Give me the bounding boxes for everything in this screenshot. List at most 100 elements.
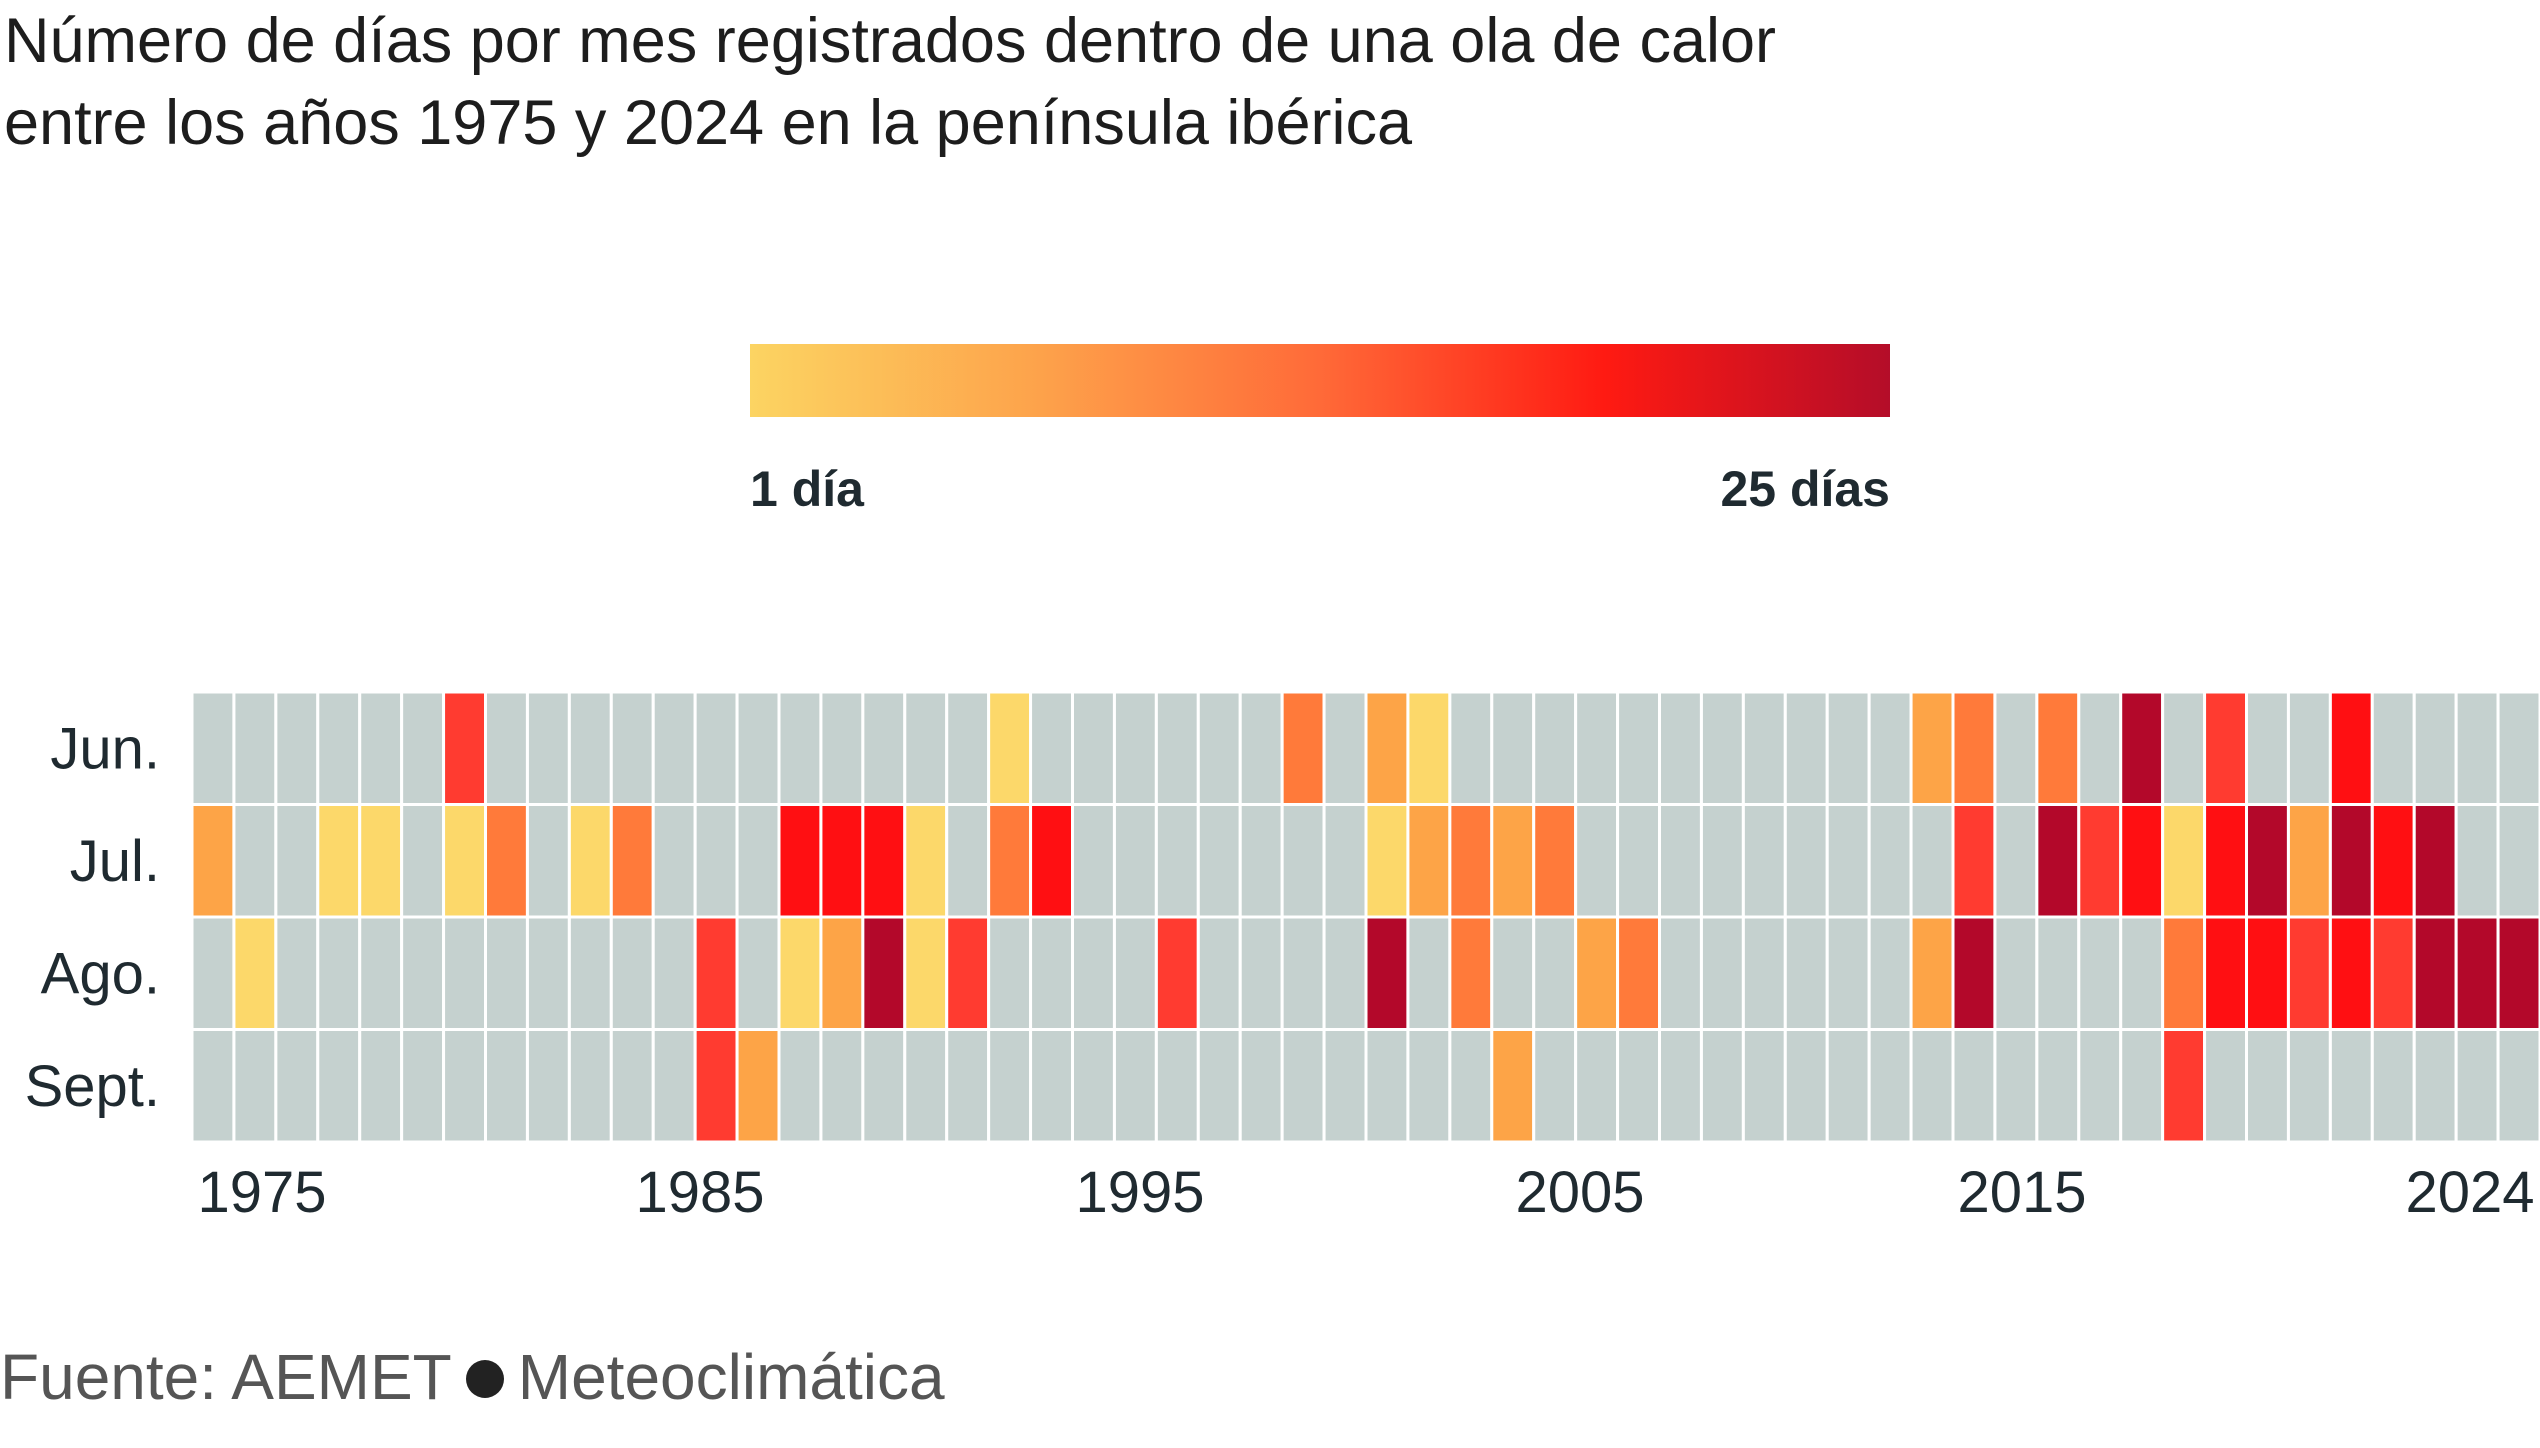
heatmap-cell bbox=[861, 803, 907, 919]
heatmap-cell bbox=[2203, 803, 2249, 919]
heatmap-cell bbox=[1112, 915, 1158, 1031]
heatmap-cell bbox=[1406, 1028, 1452, 1144]
heatmap-cell bbox=[1280, 1028, 1326, 1144]
heatmap-cell bbox=[1238, 690, 1284, 806]
heatmap-cell bbox=[1783, 915, 1829, 1031]
heatmap-cell bbox=[1112, 803, 1158, 919]
heatmap-cell bbox=[903, 690, 949, 806]
heatmap-cell bbox=[735, 1028, 781, 1144]
heatmap-cell bbox=[693, 1028, 739, 1144]
heatmap-cell bbox=[1616, 915, 1661, 1031]
heatmap-cell bbox=[358, 1028, 404, 1144]
heatmap-cell bbox=[2035, 1028, 2081, 1144]
heatmap-cell bbox=[1490, 690, 1536, 806]
heatmap-cell bbox=[1825, 1028, 1871, 1144]
heatmap-cell bbox=[903, 915, 949, 1031]
heatmap-cell bbox=[190, 1028, 236, 1144]
heatmap-cell bbox=[400, 690, 446, 806]
heatmap-cell bbox=[693, 690, 739, 806]
heatmap-cell bbox=[1154, 915, 1200, 1031]
heatmap-cell bbox=[1448, 690, 1494, 806]
heatmap-cell bbox=[1951, 915, 1997, 1031]
heatmap-cell bbox=[358, 803, 404, 919]
heatmap-cell bbox=[484, 690, 529, 806]
heatmap-cell bbox=[2370, 690, 2416, 806]
heatmap-cell bbox=[2412, 803, 2458, 919]
heatmap-cell bbox=[2119, 1028, 2165, 1144]
heatmap-cell bbox=[358, 915, 404, 1031]
heatmap-cell bbox=[1867, 803, 1913, 919]
heatmap-cell bbox=[232, 1028, 278, 1144]
heatmap-cell bbox=[1699, 915, 1745, 1031]
heatmap-cell bbox=[2077, 690, 2123, 806]
heatmap-cell bbox=[2161, 1028, 2207, 1144]
heatmap-cell bbox=[2203, 690, 2249, 806]
heatmap-cell bbox=[2245, 1028, 2290, 1144]
heatmap-cell bbox=[2203, 1028, 2249, 1144]
heatmap-cell bbox=[1951, 803, 1997, 919]
source-suffix: Meteoclimática bbox=[517, 1341, 945, 1413]
heatmap-cell bbox=[735, 803, 781, 919]
chart-title-line-1: Número de días por mes registrados dentr… bbox=[4, 6, 1776, 76]
heatmap-cell bbox=[1993, 803, 2039, 919]
heatmap-cell bbox=[903, 1028, 949, 1144]
chart-title: Número de días por mes registrados dentr… bbox=[4, 0, 2204, 164]
heatmap-cell bbox=[1658, 803, 1703, 919]
heatmap-cell bbox=[1616, 690, 1661, 806]
heatmap-cell bbox=[1699, 803, 1745, 919]
heatmap-cell bbox=[1238, 803, 1284, 919]
heatmap-cell bbox=[1741, 803, 1787, 919]
heatmap-cell bbox=[945, 915, 991, 1031]
heatmap-cell bbox=[1532, 690, 1578, 806]
heatmap-cell bbox=[1741, 915, 1787, 1031]
heatmap-cell bbox=[1322, 690, 1368, 806]
heatmap-cell bbox=[2328, 690, 2374, 806]
heatmap-cell bbox=[609, 690, 655, 806]
heatmap-cell bbox=[1783, 690, 1829, 806]
heatmap-cell bbox=[1825, 690, 1871, 806]
heatmap-cell bbox=[1658, 1028, 1703, 1144]
heatmap-cell bbox=[2035, 803, 2081, 919]
year-tick-label: 1975 bbox=[197, 1160, 326, 1225]
heatmap-cell bbox=[2245, 690, 2290, 806]
heatmap-cell bbox=[1574, 1028, 1620, 1144]
heatmap-cell bbox=[861, 690, 907, 806]
month-label: Jun. bbox=[50, 716, 160, 781]
heatmap-cell bbox=[1825, 915, 1871, 1031]
heatmap-cell bbox=[1112, 690, 1158, 806]
heatmap-cell bbox=[777, 915, 823, 1031]
heatmap-cell bbox=[1322, 803, 1368, 919]
heatmap-cell bbox=[1448, 803, 1494, 919]
heatmap-cell bbox=[2077, 915, 2123, 1031]
heatmap-cell bbox=[1196, 690, 1242, 806]
heatmap-cell bbox=[1574, 915, 1620, 1031]
heatmap-cell bbox=[2370, 1028, 2416, 1144]
heatmap-cell bbox=[232, 690, 278, 806]
heatmap-cell bbox=[1029, 1028, 1074, 1144]
heatmap-cell bbox=[232, 803, 278, 919]
heatmap-cell bbox=[2286, 803, 2332, 919]
month-label: Sept. bbox=[25, 1054, 160, 1119]
heatmap-cell bbox=[484, 915, 529, 1031]
heatmap-cell bbox=[1406, 803, 1452, 919]
heatmap-cell bbox=[987, 1028, 1033, 1144]
heatmap-cell bbox=[861, 915, 907, 1031]
heatmap-cell bbox=[316, 690, 362, 806]
heatmap-cell bbox=[274, 690, 320, 806]
heatmap-cell bbox=[1196, 803, 1242, 919]
heatmap-cell bbox=[609, 803, 655, 919]
heatmap-cell bbox=[274, 915, 320, 1031]
heatmap-cell bbox=[1029, 803, 1074, 919]
heatmap-cell bbox=[1029, 690, 1074, 806]
heatmap-cell bbox=[1280, 690, 1326, 806]
heatmap-cell bbox=[2370, 803, 2416, 919]
heatmap-cell bbox=[2286, 1028, 2332, 1144]
heatmap-cell bbox=[1448, 915, 1494, 1031]
heatmap-cell bbox=[2203, 915, 2249, 1031]
heatmap-cell bbox=[1658, 915, 1703, 1031]
heatmap-cell bbox=[2035, 690, 2081, 806]
heatmap-cell bbox=[1029, 915, 1074, 1031]
heatmap-cell bbox=[567, 1028, 613, 1144]
heatmap-cell bbox=[2454, 915, 2500, 1031]
heatmap-cells bbox=[190, 690, 2540, 1144]
